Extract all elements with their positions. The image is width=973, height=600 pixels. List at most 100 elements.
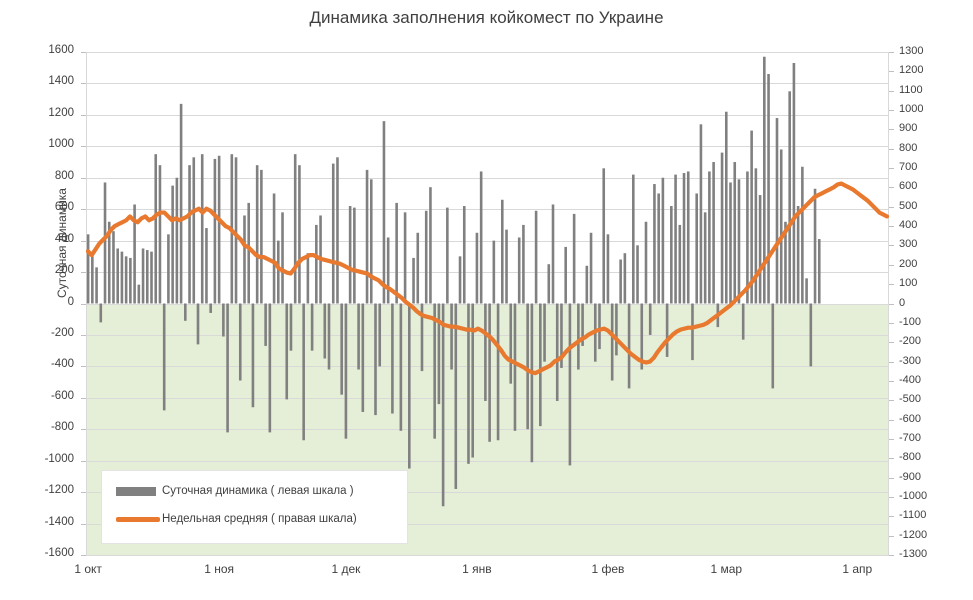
y-tick-mark-left xyxy=(81,146,86,148)
y-tick-label-right: -900 xyxy=(899,470,922,483)
y-tick-label-left: 0 xyxy=(67,295,74,308)
y-tick-mark-right xyxy=(889,516,894,518)
y-tick-mark-left xyxy=(81,429,86,431)
x-tick-label: 1 ноя xyxy=(204,562,235,576)
y-tick-mark-right xyxy=(889,187,894,189)
y-tick-label-right: 400 xyxy=(899,219,918,232)
x-tick-label: 1 фев xyxy=(591,562,625,576)
chart-legend: Суточная динамика ( левая шкала ) Недель… xyxy=(101,470,408,544)
gridline xyxy=(86,114,889,116)
y-tick-mark-right xyxy=(889,477,894,479)
y-tick-mark-right xyxy=(889,535,894,537)
y-tick-label-right: -1100 xyxy=(899,509,927,522)
y-tick-label-right: 800 xyxy=(899,141,918,154)
y-tick-label-right: 0 xyxy=(899,296,906,309)
y-tick-mark-right xyxy=(889,264,894,266)
y-tick-label-right: -600 xyxy=(899,412,922,425)
y-tick-mark-right xyxy=(889,322,894,324)
y-tick-label-right: -300 xyxy=(899,354,922,367)
y-tick-mark-left xyxy=(81,492,86,494)
gridline xyxy=(86,240,889,242)
y-tick-label-left: -200 xyxy=(50,326,74,339)
y-tick-label-right: -400 xyxy=(899,373,922,386)
line-series xyxy=(86,181,889,376)
y-tick-label-left: 800 xyxy=(54,169,74,182)
y-tick-mark-left xyxy=(81,177,86,179)
y-tick-mark-left xyxy=(81,114,86,116)
y-tick-mark-left xyxy=(81,460,86,462)
y-tick-label-left: 200 xyxy=(54,264,74,277)
y-tick-label-right: 500 xyxy=(899,199,918,212)
y-tick-mark-right xyxy=(889,148,894,150)
y-tick-mark-right xyxy=(889,226,894,228)
y-tick-label-right: -1200 xyxy=(899,528,928,541)
y-tick-mark-right xyxy=(889,496,894,498)
y-tick-mark-left xyxy=(81,83,86,85)
y-tick-label-right: 900 xyxy=(899,122,918,135)
y-tick-mark-left xyxy=(81,303,86,305)
y-tick-label-left: -1200 xyxy=(44,484,74,497)
gridline xyxy=(86,146,889,148)
y-tick-label-right: -1000 xyxy=(899,489,928,502)
y-tick-mark-right xyxy=(889,458,894,460)
legend-item-bars: Суточная динамика ( левая шкала ) xyxy=(116,485,354,497)
gridline xyxy=(86,460,889,462)
legend-line-swatch-icon xyxy=(116,516,160,522)
y-tick-label-left: -800 xyxy=(50,421,74,434)
gridline xyxy=(86,492,889,494)
y-tick-mark-right xyxy=(889,168,894,170)
y-tick-mark-right xyxy=(889,110,894,112)
y-tick-mark-right xyxy=(889,52,894,53)
y-tick-label-left: 1400 xyxy=(48,75,74,88)
gridline xyxy=(86,429,889,431)
y-tick-label-right: -100 xyxy=(899,315,922,328)
gridline xyxy=(86,177,889,179)
y-tick-label-right: 1000 xyxy=(899,103,924,116)
y-tick-mark-right xyxy=(889,71,894,73)
y-tick-label-right: 300 xyxy=(899,238,918,251)
y-tick-mark-right xyxy=(889,303,894,305)
y-tick-mark-right xyxy=(889,90,894,92)
y-tick-label-right: 1100 xyxy=(899,83,923,96)
y-tick-label-left: 1600 xyxy=(48,44,74,56)
gridline xyxy=(86,303,889,305)
x-tick-label: 1 дек xyxy=(331,562,361,576)
y-tick-label-right: 200 xyxy=(899,257,918,270)
y-tick-mark-right xyxy=(889,419,894,421)
y-tick-mark-right xyxy=(889,380,894,382)
y-tick-label-right: -700 xyxy=(899,431,922,444)
y-tick-mark-right xyxy=(889,555,894,556)
y-tick-mark-left xyxy=(81,209,86,211)
gridline xyxy=(86,83,889,85)
y-tick-label-right: 700 xyxy=(899,161,918,174)
y-tick-label-left: 1200 xyxy=(48,106,74,119)
y-tick-label-left: -1400 xyxy=(44,515,74,528)
y-tick-mark-right xyxy=(889,245,894,247)
y-tick-label-right: 600 xyxy=(899,180,918,193)
gridline xyxy=(86,272,889,274)
y-tick-label-right: -1300 xyxy=(899,548,928,560)
y-tick-label-right: -800 xyxy=(899,451,922,464)
y-tick-mark-left xyxy=(81,555,86,556)
gridline xyxy=(86,366,889,368)
y-tick-mark-left xyxy=(81,52,86,53)
y-tick-label-left: 1000 xyxy=(48,138,74,151)
x-tick-label: 1 окт xyxy=(74,562,102,576)
y-tick-label-right: 100 xyxy=(899,277,918,290)
chart-title: Динамика заполнения койкомест по Украине xyxy=(309,8,664,27)
y-tick-label-left: -600 xyxy=(50,389,74,402)
gridline xyxy=(86,209,889,211)
y-tick-mark-right xyxy=(889,129,894,131)
y-tick-label-right: -500 xyxy=(899,393,922,406)
y-tick-label-left: -1000 xyxy=(44,452,74,465)
y-tick-label-right: 1300 xyxy=(899,45,924,57)
y-tick-mark-right xyxy=(889,361,894,363)
y-tick-mark-right xyxy=(889,206,894,208)
y-tick-label-right: -200 xyxy=(899,335,922,348)
y-tick-mark-right xyxy=(889,438,894,440)
y-tick-label-left: 400 xyxy=(54,232,74,245)
legend-line-label: Недельная средняя ( правая шкала) xyxy=(162,513,357,525)
plot-left-border xyxy=(86,52,87,555)
y-tick-label-left: -1600 xyxy=(44,547,74,559)
